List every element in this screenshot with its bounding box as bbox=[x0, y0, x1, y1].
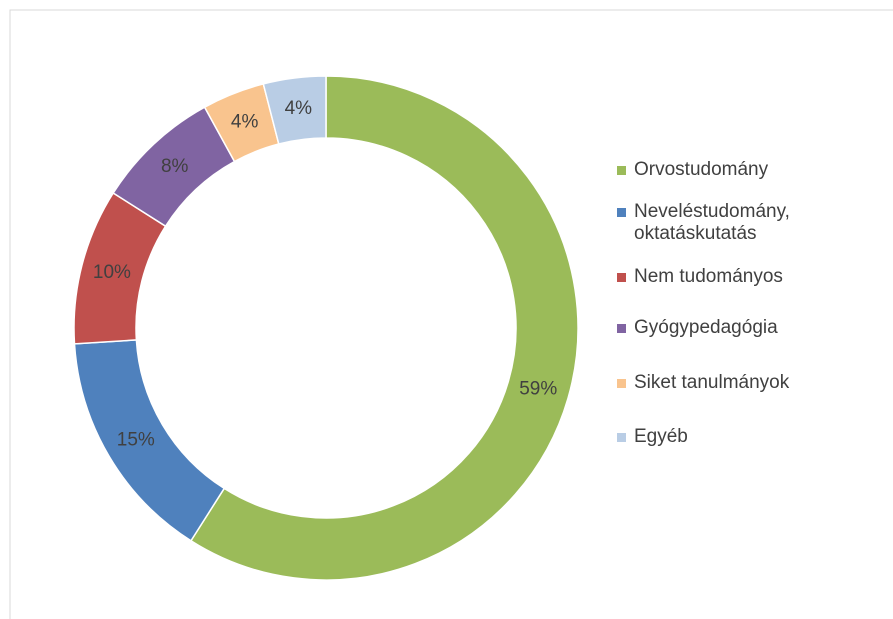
data-label: 8% bbox=[161, 156, 189, 177]
legend-swatch bbox=[617, 166, 626, 175]
data-label: 59% bbox=[519, 379, 557, 400]
slice bbox=[262, 75, 327, 145]
slice bbox=[189, 75, 579, 581]
data-label: 10% bbox=[93, 262, 131, 283]
frame bbox=[9, 9, 893, 619]
legend-label: Gyógypedagógia bbox=[634, 317, 778, 338]
legend-label: Egyéb bbox=[634, 426, 688, 447]
data-label: 15% bbox=[117, 430, 155, 451]
data-label: 4% bbox=[231, 112, 259, 133]
legend-item: Gyógypedagógia bbox=[617, 317, 778, 339]
legend-label: Siket tanulmányok bbox=[634, 372, 790, 393]
legend-item: Orvostudomány bbox=[617, 159, 768, 181]
data-label: 4% bbox=[285, 98, 313, 119]
legend-label: Neveléstudomány, oktatáskutatás bbox=[634, 201, 790, 244]
legend-swatch bbox=[617, 379, 626, 388]
legend-item: Nem tudományos bbox=[617, 266, 783, 288]
legend-item: Egyéb bbox=[617, 426, 688, 448]
legend-swatch bbox=[617, 324, 626, 333]
legend-swatch bbox=[617, 433, 626, 442]
legend-item: Neveléstudomány, oktatáskutatás bbox=[617, 201, 854, 245]
legend-swatch bbox=[617, 208, 626, 217]
legend-label: Nem tudományos bbox=[634, 266, 783, 287]
legend-swatch bbox=[617, 273, 626, 282]
legend-item: Siket tanulmányok bbox=[617, 372, 789, 394]
legend-label: Orvostudomány bbox=[634, 159, 769, 180]
